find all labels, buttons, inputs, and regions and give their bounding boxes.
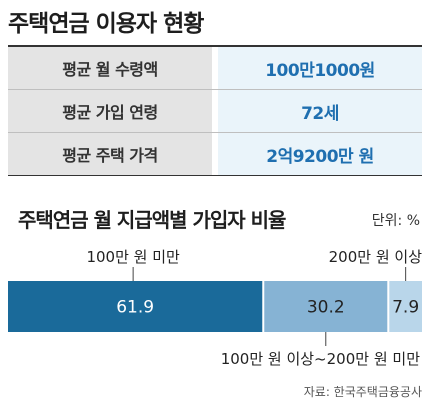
- category-label: 200만 원 이상: [329, 248, 423, 266]
- chart-unit: 단위: %: [371, 213, 420, 229]
- stacked-bar-chart: 61.9 30.2 7.9 100만 원 미만 200만 원 이상 100만 원 이상~2…: [8, 248, 423, 368]
- category-label: 100만 원 미만: [86, 248, 180, 266]
- summary-label: 평균 주택 가격: [8, 133, 212, 175]
- data-label: 61.9: [116, 298, 154, 318]
- source-note: 자료: 한국주택금융공사: [303, 385, 422, 399]
- summary-table: 평균 월 수령액 100만1000원 평균 가입 연령 72세 평균 주택 가격…: [8, 45, 422, 176]
- summary-row: 평균 가입 연령 72세: [8, 89, 422, 132]
- chart-title: 주택연금 월 지급액별 가입자 비율: [18, 208, 286, 232]
- bar-segment: [389, 281, 422, 332]
- summary-value: 100만1000원: [218, 47, 422, 89]
- summary-label: 평균 월 수령액: [8, 47, 212, 89]
- summary-row: 평균 주택 가격 2억9200만 원: [8, 132, 422, 175]
- summary-value: 2억9200만 원: [218, 133, 422, 175]
- bar-segment: [8, 281, 263, 332]
- summary-row: 평균 월 수령액 100만1000원: [8, 47, 422, 89]
- bar-segment: [264, 281, 388, 332]
- summary-label: 평균 가입 연령: [8, 90, 212, 132]
- data-label: 30.2: [307, 298, 345, 318]
- summary-value: 72세: [218, 90, 422, 132]
- category-label: 100만 원 이상~200만 원 미만: [221, 350, 421, 368]
- page-title: 주택연금 이용자 현황: [8, 11, 204, 37]
- data-label: 7.9: [392, 298, 419, 318]
